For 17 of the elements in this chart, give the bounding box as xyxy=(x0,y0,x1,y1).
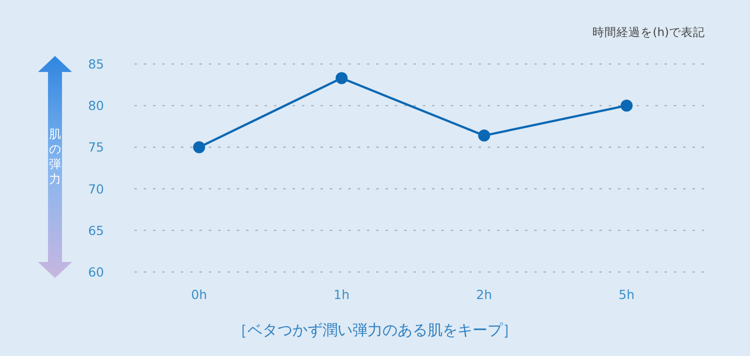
point xyxy=(620,100,633,112)
text: 時間経過を(h)で表記 xyxy=(592,25,705,39)
y-tick-label: 85 xyxy=(88,56,104,72)
point xyxy=(336,72,348,84)
y-axis-title: 肌の弾力 xyxy=(49,127,61,186)
text: ［ベタつかず潤い弾力のある肌をキープ］ xyxy=(232,321,518,339)
y-tick-label: 80 xyxy=(88,98,104,114)
point xyxy=(478,130,490,142)
point xyxy=(193,141,206,154)
y-tick-label: 60 xyxy=(88,264,104,280)
x-tick-label: 5h xyxy=(618,287,635,302)
x-tick-label: 1h xyxy=(334,287,350,302)
y-tick-label: 70 xyxy=(88,181,104,196)
x-tick-label: 2h xyxy=(476,287,492,302)
y-tick-label: 75 xyxy=(88,140,104,155)
y-tick-label: 65 xyxy=(88,222,104,238)
x-tick-label: 0h xyxy=(191,287,208,302)
